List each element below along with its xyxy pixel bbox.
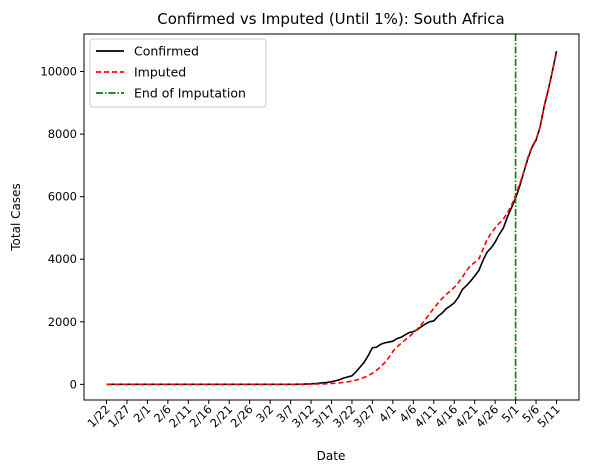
legend-label-confirmed: Confirmed — [134, 44, 199, 59]
y-tick-label: 0 — [70, 377, 77, 391]
x-tick-label: 2/26 — [228, 402, 256, 430]
x-tick-label: 1/27 — [105, 402, 133, 430]
plot-lines — [106, 34, 558, 400]
series-line-imputed — [106, 52, 558, 386]
y-tick-label: 2000 — [48, 315, 77, 329]
y-axis: 0 2000 4000 6000 8000 10000 — [40, 65, 84, 391]
x-tick-label: 5/1 — [499, 402, 522, 425]
y-tick-label: 10000 — [40, 65, 77, 79]
chart-title: Confirmed vs Imputed (Until 1%): South A… — [157, 10, 505, 28]
legend-box — [89, 38, 267, 108]
x-tick-label: 3/2 — [253, 402, 276, 425]
x-axis-label: Date — [317, 449, 346, 463]
y-tick-label: 6000 — [48, 190, 77, 204]
y-axis-label: Total Cases — [9, 183, 23, 251]
x-tick-label: 4/1 — [376, 402, 399, 425]
legend-label-end-of-imputation: End of Imputation — [134, 86, 246, 101]
y-tick-label: 4000 — [48, 252, 77, 266]
x-tick-label: 3/27 — [350, 402, 378, 430]
x-axis: 1/221/272/12/62/112/162/212/263/23/73/12… — [84, 400, 563, 430]
y-tick-label: 8000 — [48, 127, 77, 141]
x-tick-label: 2/1 — [131, 402, 154, 425]
legend-label-imputed: Imputed — [134, 65, 186, 80]
plot-area — [106, 34, 558, 400]
x-tick-label: 5/11 — [534, 402, 562, 430]
legend: Confirmed Imputed End of Imputation — [89, 38, 267, 108]
x-tick-label: 4/26 — [473, 402, 501, 430]
